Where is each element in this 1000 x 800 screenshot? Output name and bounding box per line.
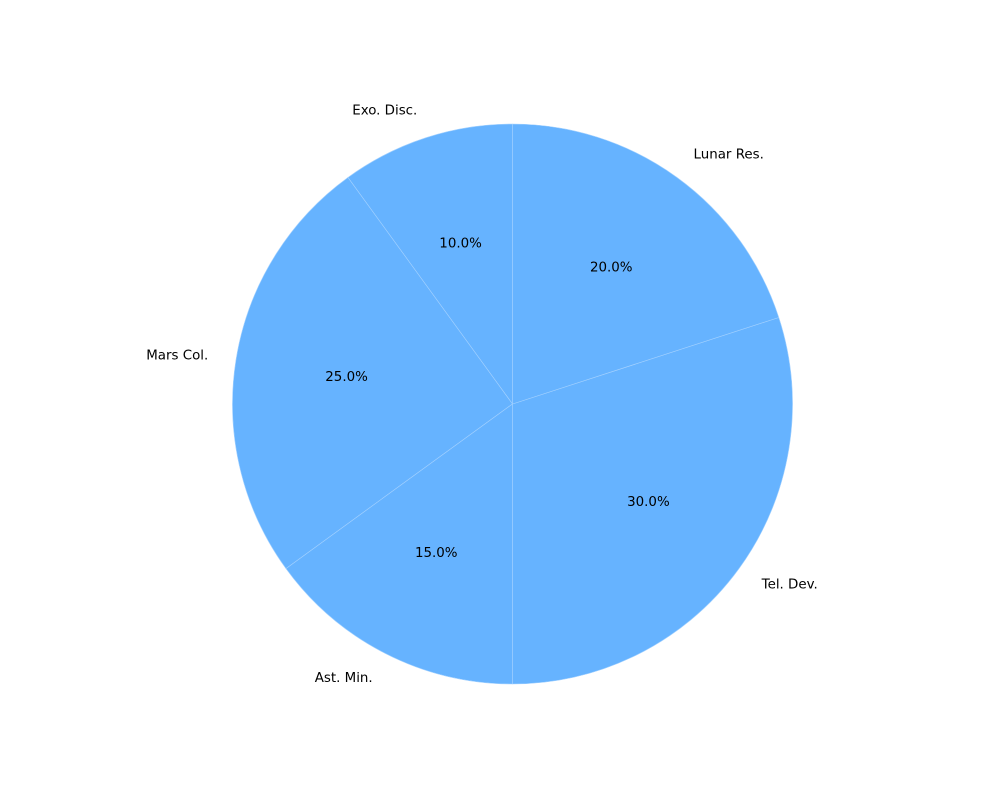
pct-label-tel-dev: 30.0%	[627, 495, 670, 510]
pct-label-ast-min: 15.0%	[415, 546, 458, 561]
pct-label-mars-col: 25.0%	[325, 370, 368, 385]
slice-label-tel-dev: Tel. Dev.	[761, 578, 818, 593]
pie-slices	[232, 124, 792, 684]
pct-label-exo-disc: 10.0%	[439, 237, 482, 252]
slice-label-mars-col: Mars Col.	[146, 348, 208, 363]
slice-label-ast-min: Ast. Min.	[315, 671, 373, 686]
slice-label-lunar-res: Lunar Res.	[694, 147, 764, 162]
pct-label-lunar-res: 20.0%	[590, 261, 633, 276]
slice-label-exo-disc: Exo. Disc.	[352, 104, 417, 119]
